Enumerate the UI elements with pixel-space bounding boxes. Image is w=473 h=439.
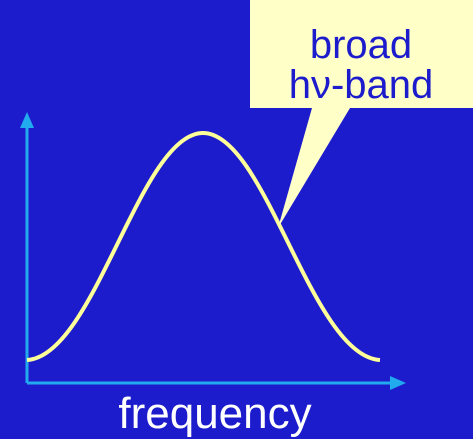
x-axis-arrow — [390, 376, 406, 390]
callout-box — [250, 0, 473, 228]
callout-line: hν-band — [289, 63, 434, 107]
band-curve — [26, 130, 381, 362]
x-axis-label: frequency — [118, 389, 311, 438]
callout-line: broad — [310, 23, 412, 67]
y-axis-arrow — [20, 112, 34, 128]
